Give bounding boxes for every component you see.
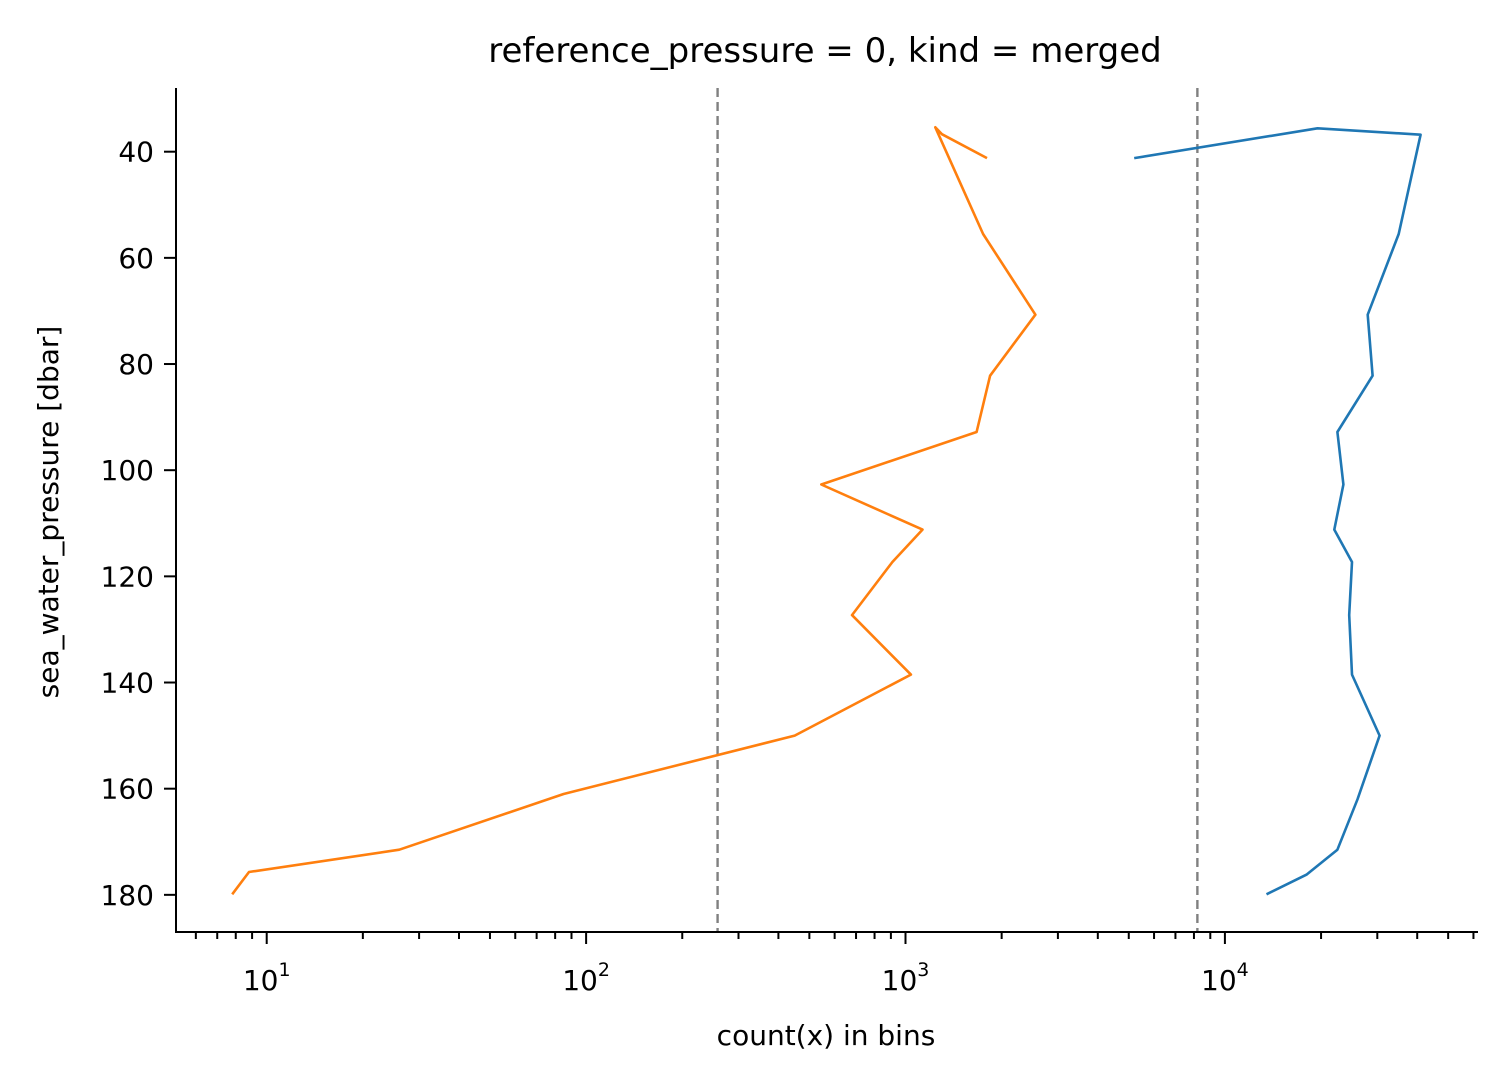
x-tick-label: 101 bbox=[243, 959, 291, 997]
y-tick-label: 140 bbox=[101, 667, 154, 700]
x-axis-label: count(x) in bins bbox=[717, 1019, 936, 1052]
y-tick-label: 60 bbox=[118, 242, 154, 275]
y-tick-label: 80 bbox=[118, 348, 154, 381]
y-tick-label: 40 bbox=[118, 136, 154, 169]
y-axis-label: sea_water_pressure [dbar] bbox=[32, 326, 65, 699]
y-tick-label: 160 bbox=[101, 773, 154, 806]
series-line-2 bbox=[231, 126, 1037, 896]
x-tick-label: 102 bbox=[562, 959, 610, 997]
plot-area bbox=[231, 88, 1422, 932]
axes bbox=[175, 88, 1478, 933]
series-line-1 bbox=[1133, 127, 1422, 896]
x-axis-ticks: 101 102 103 104 bbox=[194, 932, 1475, 997]
y-tick-label: 180 bbox=[101, 879, 154, 912]
chart-title: reference_pressure = 0, kind = merged bbox=[488, 31, 1161, 71]
y-tick-label: 120 bbox=[101, 560, 154, 593]
x-tick-label: 103 bbox=[882, 959, 930, 997]
x-tick-label: 104 bbox=[1201, 959, 1249, 997]
y-axis-ticks: 40 60 80 100 120 140 160 180 bbox=[101, 136, 176, 912]
y-tick-label: 100 bbox=[101, 454, 154, 487]
